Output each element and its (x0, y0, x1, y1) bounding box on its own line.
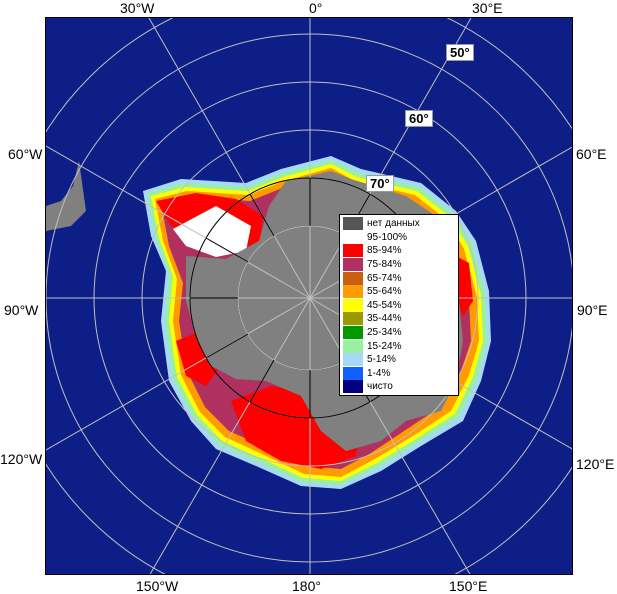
ice-red-amundsen (176, 331, 221, 386)
legend-label: 45-54% (367, 299, 402, 311)
legend-label: 75-84% (367, 259, 402, 271)
legend-label: 5-14% (367, 354, 396, 366)
legend-item: 95-100% (343, 230, 456, 245)
legend-label: 1-4% (367, 367, 391, 379)
lon-label-90e-right: 90°E (577, 302, 608, 318)
lon-label-30w-top: 30°W (120, 0, 155, 16)
legend-item: 85-94% (343, 244, 456, 258)
legend-item: 55-64% (343, 285, 456, 299)
legend-swatch (343, 230, 363, 244)
legend-label: нет данных (367, 218, 420, 230)
lon-label-0-top: 0° (309, 0, 323, 16)
lon-label-150e-bottom: 150°E (449, 578, 488, 594)
legend-swatch (343, 312, 363, 326)
lon-label-120w-left: 120°W (0, 451, 43, 467)
legend-label: 85-94% (367, 245, 402, 257)
lat-label-60: 60° (405, 110, 433, 127)
legend-swatch (343, 217, 363, 231)
legend-label: 95-100% (367, 231, 408, 243)
legend-label: чисто (367, 381, 393, 393)
legend-swatch (343, 326, 363, 340)
lon-label-150w-bottom: 150°W (136, 578, 179, 594)
legend-item: 35-44% (343, 312, 456, 326)
legend-item: 25-34% (343, 326, 456, 340)
ice-white-weddell (173, 206, 251, 257)
legend-label: 25-34% (367, 327, 402, 339)
legend-swatch (343, 271, 363, 285)
legend-swatch (343, 285, 363, 299)
legend-swatch (343, 353, 363, 367)
legend-item: 75-84% (343, 258, 456, 272)
legend-swatch (343, 298, 363, 312)
lon-label-90w-left: 90°W (4, 302, 39, 318)
legend-swatch (343, 380, 363, 394)
lon-label-60w-left: 60°W (8, 146, 43, 162)
lon-label-30e-top: 30°E (472, 0, 503, 16)
legend-item: 15-24% (343, 339, 456, 353)
legend-label: 15-24% (367, 340, 402, 352)
legend-item: 65-74% (343, 271, 456, 285)
legend-item: чисто (343, 380, 456, 394)
legend-swatch (343, 244, 363, 258)
map-canvas (46, 18, 572, 574)
legend-swatch (343, 258, 363, 272)
legend-label: 55-64% (367, 286, 402, 298)
legend-item: 5-14% (343, 353, 456, 367)
legend-swatch (343, 339, 363, 353)
legend-item: нет данных (343, 217, 456, 231)
legend-item: 45-54% (343, 298, 456, 313)
lon-label-180-bottom: 180° (292, 578, 321, 594)
lon-label-60e-right: 60°E (576, 146, 607, 162)
ice-concentration-map: 50° 60° 70° (45, 17, 573, 575)
legend-item: 1-4% (343, 366, 456, 381)
legend-swatch (343, 366, 363, 380)
lat-label-50: 50° (446, 44, 474, 61)
lon-label-120e-right: 120°E (576, 456, 615, 472)
legend-label: 35-44% (367, 313, 402, 325)
concentration-legend: нет данных 95-100% 85-94% 75-84% 65-74% 55-64… (339, 214, 459, 396)
lat-label-70: 70° (366, 175, 394, 192)
legend-label: 65-74% (367, 272, 402, 284)
